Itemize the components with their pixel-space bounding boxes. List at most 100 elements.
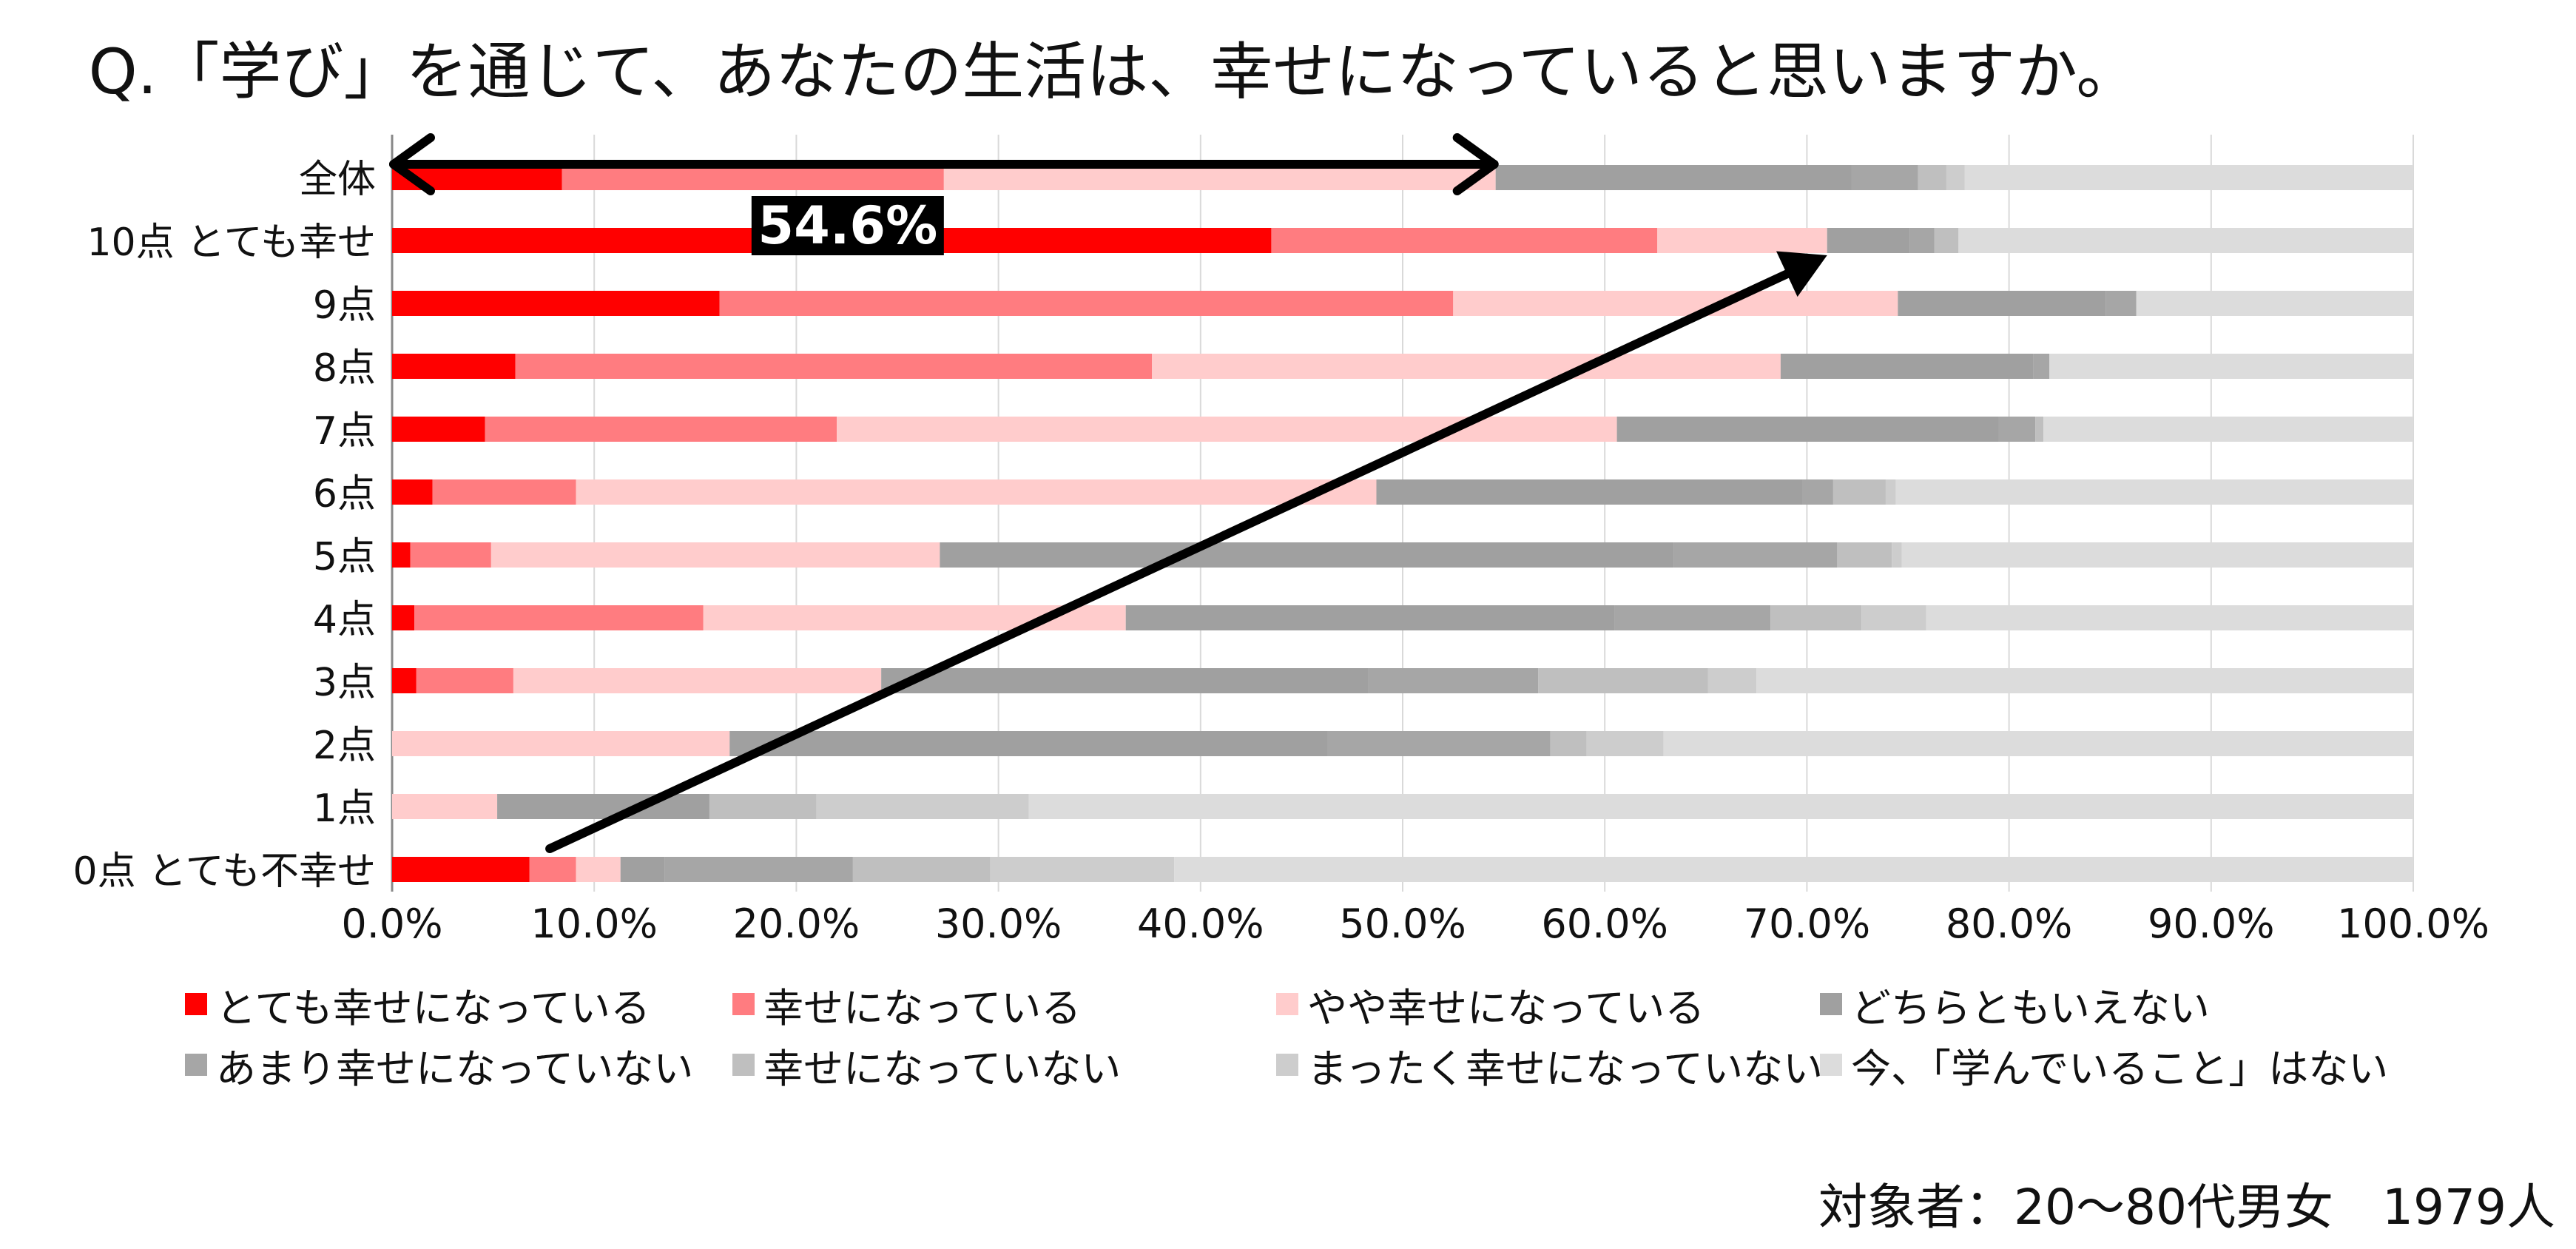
bar-segment xyxy=(729,731,1328,756)
legend-label: やや幸せになっている xyxy=(1307,984,1705,1031)
bar-segment xyxy=(719,291,1454,316)
x-tick-label: 20.0% xyxy=(733,900,860,947)
bar-segment xyxy=(1770,605,1862,630)
bar-segment xyxy=(837,417,1617,442)
y-tick-label: 3点 xyxy=(313,661,376,705)
legend-swatch xyxy=(1820,993,1842,1015)
x-tick-label: 0.0% xyxy=(341,900,442,947)
bar-segment xyxy=(562,165,944,190)
bar-segment xyxy=(392,542,411,568)
bar-segment xyxy=(1901,542,2413,568)
legend-item: やや幸せになっている xyxy=(1276,978,1705,1031)
bar-segment xyxy=(1271,228,1658,253)
bar-segment xyxy=(392,417,485,442)
x-tick-label: 100.0% xyxy=(2337,900,2489,947)
x-tick-label: 80.0% xyxy=(1946,900,2073,947)
x-tick-label: 50.0% xyxy=(1339,900,1466,947)
legend-item: 今、「学んでいること」はない xyxy=(1820,1039,2388,1092)
bar-segment xyxy=(1892,542,1902,568)
bar-segment xyxy=(1673,542,1838,568)
legend-label: 幸せになっていない xyxy=(763,1045,1122,1092)
bar-segment xyxy=(1550,731,1587,756)
legend-item: 幸せになっていない xyxy=(732,1039,1122,1092)
bar-segment xyxy=(664,857,853,882)
y-axis-labels: 全体 10点 とても幸せ 9点 8点 7点 6点 5点 4点 3点 2点 1点 0点 とても不幸せ xyxy=(73,158,376,894)
arrow-head-left xyxy=(389,133,435,195)
bar-segment xyxy=(2033,354,2050,379)
legend-swatch xyxy=(1820,1054,1842,1076)
bar-segment xyxy=(414,605,704,630)
legend-swatch xyxy=(185,993,207,1015)
legend-label: 幸せになっている xyxy=(763,984,1082,1031)
y-tick-label: 5点 xyxy=(313,535,376,579)
bar-segment xyxy=(1125,605,1615,630)
legend-item: あまり幸せになっていない xyxy=(185,1039,694,1092)
bar-segment xyxy=(432,479,576,505)
bar-segment xyxy=(497,794,709,819)
x-tick-label: 70.0% xyxy=(1744,900,1871,947)
bar-segment xyxy=(1851,165,1918,190)
bar-segment xyxy=(1614,605,1771,630)
bar-segment xyxy=(1802,479,1833,505)
legend-swatch xyxy=(732,993,755,1015)
legend-label: どちらともいえない xyxy=(1851,984,2210,1031)
legend-label: とても幸せになっている xyxy=(216,984,650,1031)
bar-segment xyxy=(485,417,837,442)
bar-segment xyxy=(2105,291,2137,316)
bar-segment xyxy=(392,354,516,379)
annotations: 54.6% xyxy=(389,133,1827,853)
legend-item: とても幸せになっている xyxy=(185,978,650,1031)
respondents-note: 対象者：20～80代男女 1979人 xyxy=(1818,1179,2555,1236)
bar-segment xyxy=(2043,417,2413,442)
bar-segment xyxy=(1832,479,1886,505)
bar-segment xyxy=(709,794,817,819)
bar-segment xyxy=(416,668,513,693)
x-tick-label: 40.0% xyxy=(1137,900,1264,947)
bars xyxy=(392,165,2413,882)
bar-segment xyxy=(2136,291,2413,316)
bar-segment xyxy=(392,605,415,630)
bar-segment xyxy=(1028,794,2413,819)
bar-segment xyxy=(1861,605,1926,630)
legend-label: まったく幸せになっていない xyxy=(1307,1045,1824,1092)
legend-swatch xyxy=(732,1054,755,1076)
bar-segment xyxy=(852,857,991,882)
legend-swatch xyxy=(1276,993,1298,1015)
bar-segment xyxy=(392,794,498,819)
bar-segment xyxy=(392,857,530,882)
bar-segment xyxy=(1827,228,1910,253)
bar-segment xyxy=(1453,291,1898,316)
bar-segment xyxy=(1663,731,2413,756)
bar-segment xyxy=(1998,417,2036,442)
legend-swatch xyxy=(185,1054,207,1076)
bar-segment xyxy=(410,542,491,568)
bar-segment xyxy=(1368,668,1539,693)
bar-segment xyxy=(576,857,621,882)
bar-segment xyxy=(1895,479,2413,505)
bar-segment xyxy=(1376,479,1803,505)
y-tick-label: 10点 とても幸せ xyxy=(87,220,376,265)
x-tick-label: 30.0% xyxy=(935,900,1062,947)
bar-segment xyxy=(940,542,1674,568)
bar-segment xyxy=(2049,354,2413,379)
bar-segment xyxy=(1918,165,1946,190)
y-tick-label: 4点 xyxy=(313,598,376,642)
bar-segment xyxy=(1964,165,2413,190)
trend-arrow-head xyxy=(1776,251,1827,297)
bar-segment xyxy=(1946,165,1965,190)
x-tick-label: 10.0% xyxy=(530,900,658,947)
bar-segment xyxy=(513,668,882,693)
bar-segment xyxy=(2035,417,2044,442)
y-tick-label: 0点 とても不幸せ xyxy=(73,849,376,894)
bar-segment xyxy=(1934,228,1959,253)
bar-segment xyxy=(1898,291,2106,316)
bar-segment xyxy=(490,542,940,568)
annotation-label-box xyxy=(751,196,944,255)
x-tick-label: 90.0% xyxy=(2148,900,2275,947)
bar-segment xyxy=(1174,857,2413,882)
x-axis-tick-labels: 0.0% 10.0% 20.0% 30.0% 40.0% 50.0% 60.0% 70.0% 8… xyxy=(341,900,2489,947)
legend-item: どちらともいえない xyxy=(1820,978,2210,1031)
bar-segment xyxy=(943,165,1496,190)
legend-label: あまり幸せになっていない xyxy=(216,1045,694,1092)
